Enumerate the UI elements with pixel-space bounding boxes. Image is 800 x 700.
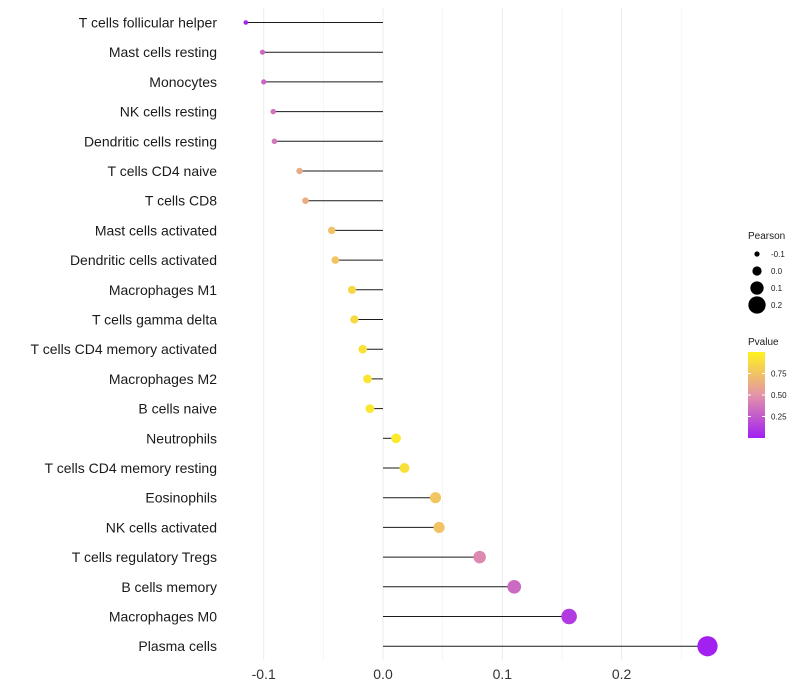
size-legend-label: -0.1	[771, 250, 785, 259]
data-point	[259, 49, 266, 55]
category-label: B cells memory	[121, 579, 217, 595]
data-point	[365, 404, 375, 414]
data-point	[473, 550, 486, 564]
x-axis-ticks: -0.1 0.0 0.1 0.2	[252, 666, 632, 682]
x-tick-label: 0.1	[493, 666, 513, 682]
data-point	[429, 492, 442, 504]
size-legend-dot	[752, 266, 762, 276]
size-legend-title: Pearson	[748, 231, 785, 242]
data-point	[243, 20, 249, 25]
data-point	[296, 167, 303, 175]
data-point	[399, 463, 410, 473]
size-legend-label: 0.2	[771, 301, 783, 310]
category-label: Mast cells activated	[95, 222, 217, 238]
category-label: T cells CD4 memory activated	[31, 341, 217, 357]
data-point	[697, 636, 718, 657]
category-label: T cells follicular helper	[79, 15, 218, 31]
category-label: B cells naive	[138, 401, 217, 417]
data-point	[350, 315, 359, 324]
data-point	[391, 433, 401, 444]
x-tick-label: 0.0	[373, 666, 393, 682]
category-label: Dendritic cells resting	[84, 133, 217, 149]
category-label: T cells CD8	[145, 193, 217, 209]
size-legend-items: -0.1 0.0 0.1 0.2	[748, 250, 785, 314]
size-legend-dot	[754, 251, 760, 257]
color-legend-items: 0.75 0.50 0.25	[748, 370, 787, 422]
data-point	[347, 285, 357, 294]
gridlines	[263, 8, 682, 660]
category-label: Mast cells resting	[109, 44, 217, 60]
lollipop-dots	[243, 20, 718, 657]
color-legend-title: Pvalue	[748, 337, 779, 348]
category-label: T cells regulatory Tregs	[72, 549, 217, 565]
color-legend-bar	[748, 352, 765, 438]
category-label: Plasma cells	[138, 638, 217, 654]
data-point	[302, 197, 309, 205]
data-point	[358, 344, 367, 354]
size-legend-label: 0.0	[771, 267, 783, 276]
x-tick-label: 0.2	[612, 666, 632, 682]
category-label: T cells gamma delta	[92, 312, 217, 328]
data-point	[261, 79, 267, 85]
data-point	[363, 374, 372, 384]
data-point	[561, 608, 577, 625]
category-label: Dendritic cells activated	[70, 252, 217, 268]
data-point	[507, 579, 522, 594]
category-label: Eosinophils	[145, 490, 217, 506]
category-label: Macrophages M2	[109, 371, 217, 387]
size-legend-label: 0.1	[771, 284, 783, 293]
data-point	[270, 108, 277, 115]
data-point	[271, 138, 278, 145]
legend: Pearson -0.1 0.0 0.1 0.2 Pvalue 0.75 0.50 0.2…	[748, 231, 787, 438]
data-point	[331, 256, 340, 264]
color-legend-label: 0.50	[771, 391, 787, 400]
data-point	[327, 226, 336, 235]
category-label: Macrophages M0	[109, 609, 217, 625]
category-label: NK cells activated	[106, 519, 217, 535]
color-legend-label: 0.75	[771, 370, 787, 379]
category-label: T cells CD4 naive	[108, 163, 218, 179]
category-label: T cells CD4 memory resting	[45, 460, 217, 476]
size-legend-dot	[748, 296, 766, 314]
data-point	[433, 521, 445, 533]
category-labels: T cells follicular helper Mast cells rest…	[31, 15, 218, 655]
category-label: Macrophages M1	[109, 282, 217, 298]
category-label: Neutrophils	[146, 430, 217, 446]
category-label: Monocytes	[149, 74, 217, 90]
size-legend-dot	[750, 281, 764, 295]
color-legend-label: 0.25	[771, 413, 787, 422]
category-label: NK cells resting	[120, 104, 217, 120]
x-tick-label: -0.1	[252, 666, 276, 682]
